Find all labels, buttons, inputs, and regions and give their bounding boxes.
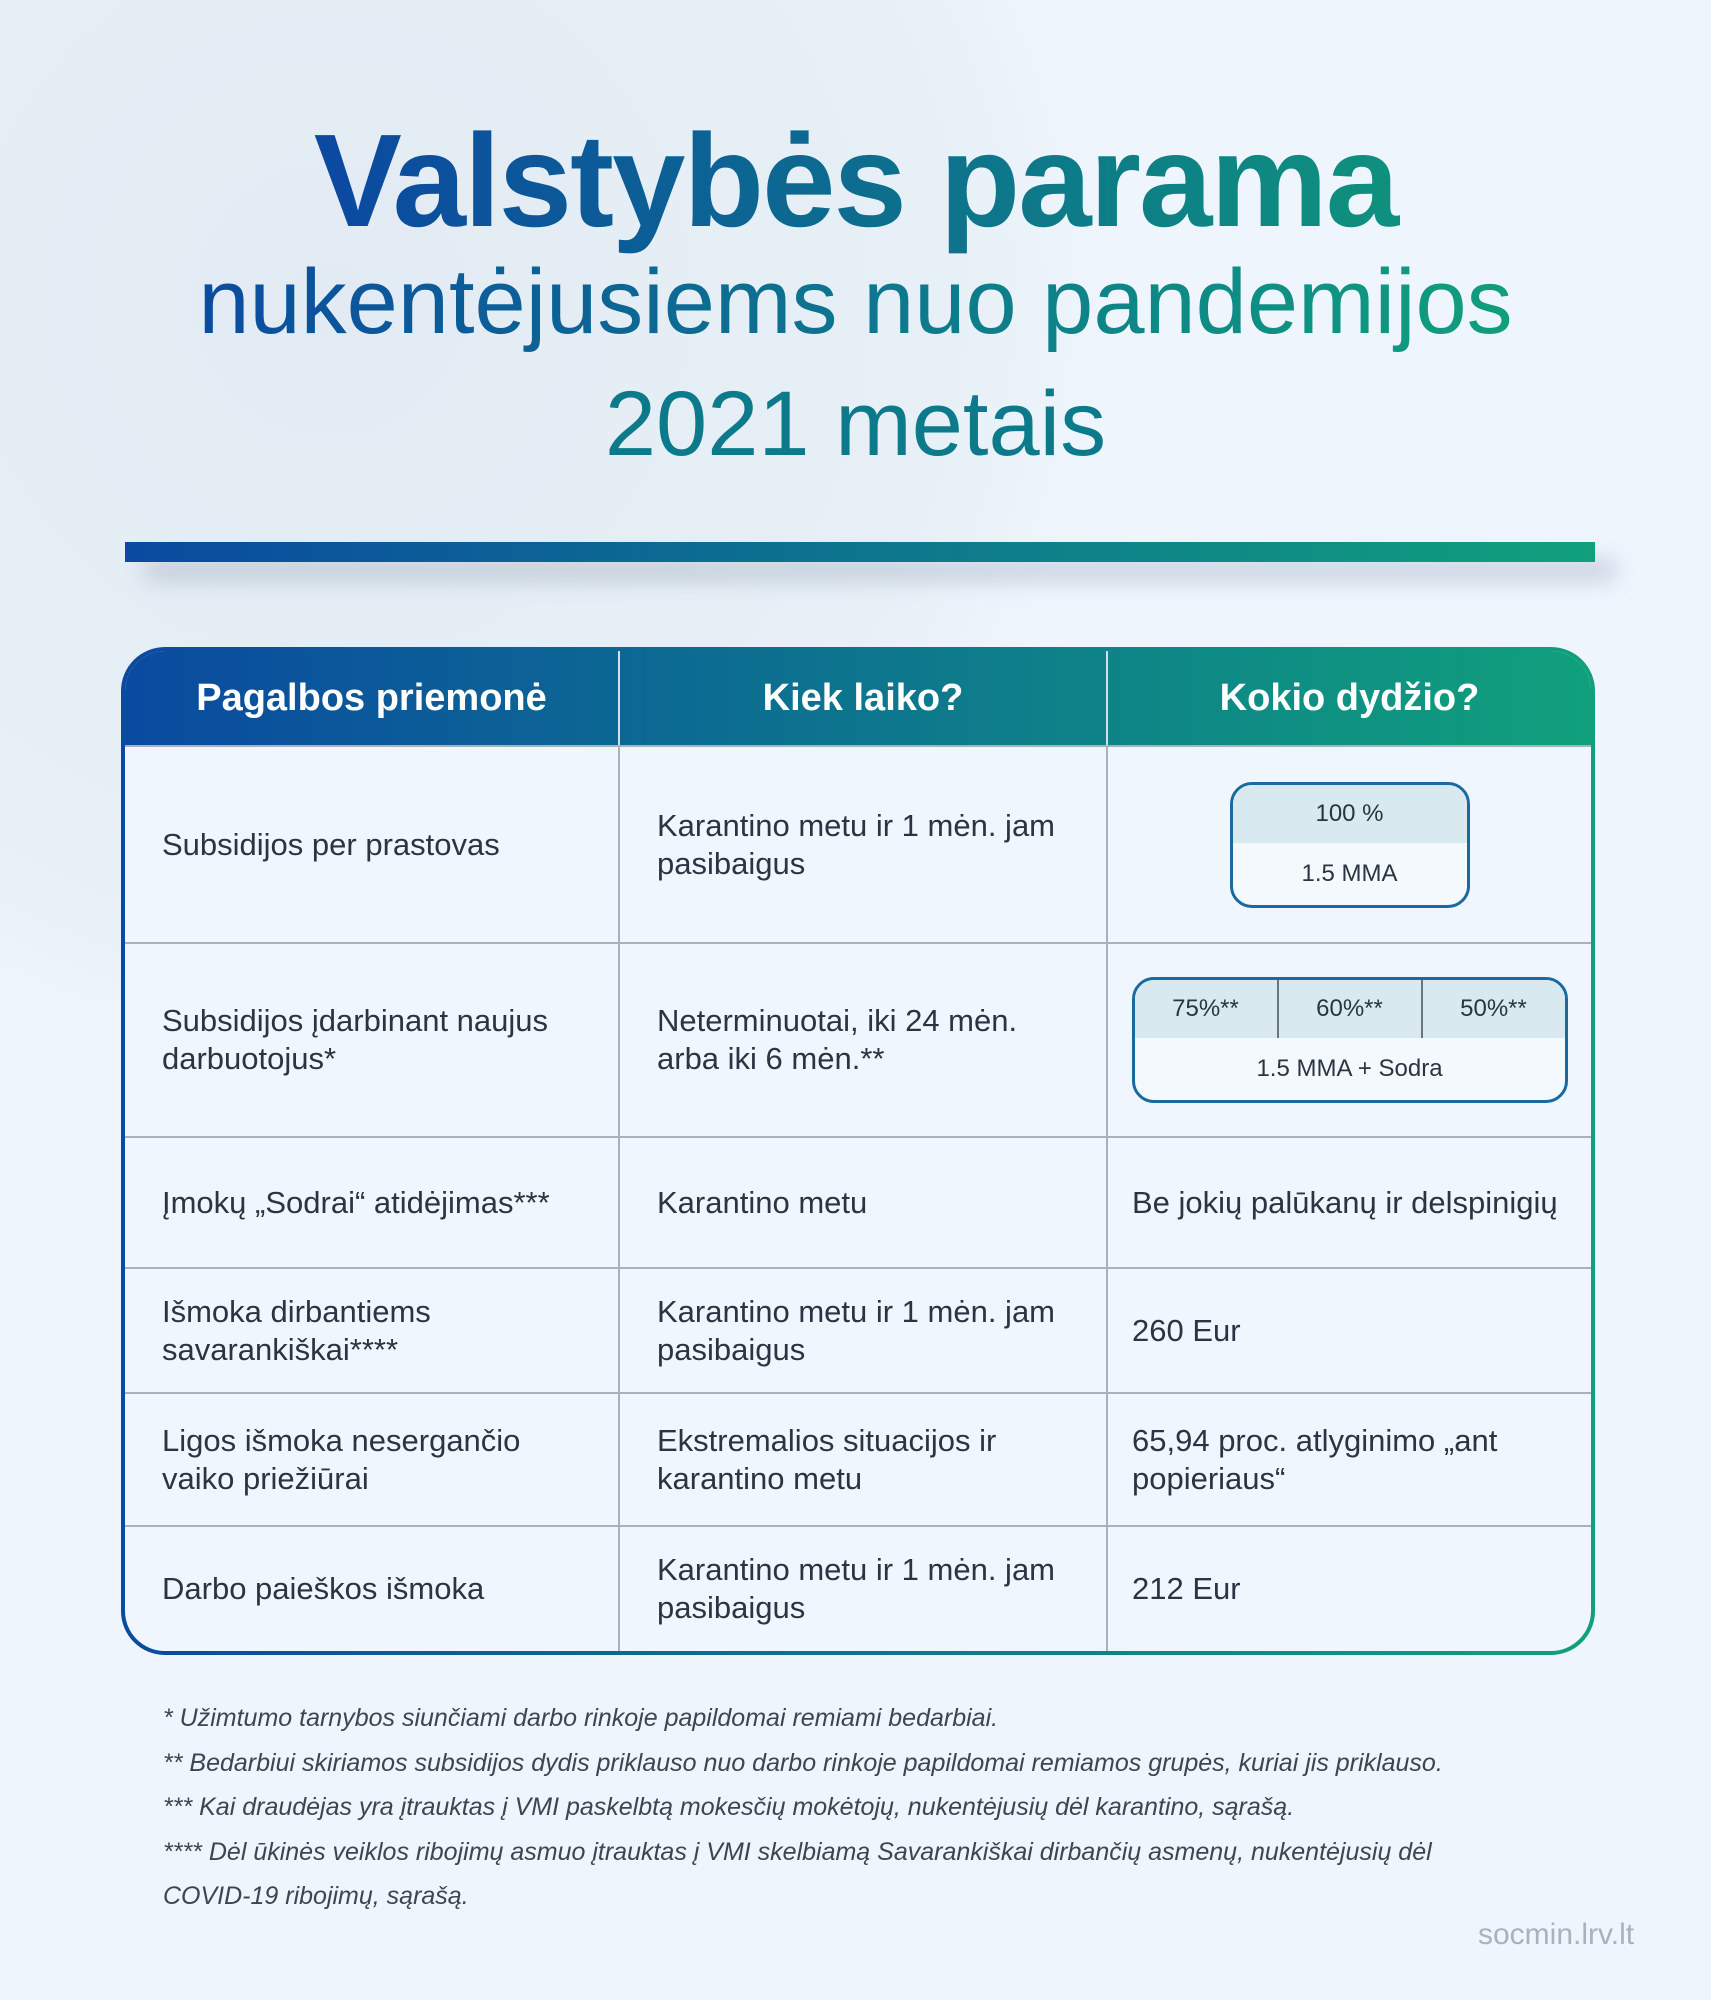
header-amount: Kokio dydžio? [1219,676,1480,719]
source-label: socmin.lrv.lt [1478,1918,1635,1951]
amount-percent: 60%** [1279,980,1423,1038]
footnote: * Užimtumo tarnybos siunčiami darbo rink… [163,1704,999,1732]
divider-bar [125,542,1595,562]
duration-cell: Karantino metu ir 1 mėn. jam pasibaigus [620,1269,1108,1392]
header-measure: Pagalbos priemonė [125,651,620,745]
footnote: **** Dėl ūkinės veiklos ribojimų asmuo į… [163,1838,1432,1866]
header-duration: Kiek laiko? [620,651,1108,745]
measure-cell: Darbo paieškos išmoka [125,1527,620,1651]
footnote: ** Bedarbiui skiriamos subsidijos dydis … [163,1749,1443,1777]
amount-cell: 212 Eur [1132,1571,1241,1606]
amount-base: 1.5 MMA [1301,859,1398,887]
duration-cell: Karantino metu ir 1 mėn. jam pasibaigus [620,1527,1108,1651]
amount-box: 100 % 1.5 MMA [1229,781,1470,908]
amount-cell: Be jokių palūkanų ir delspinigių [1132,1184,1558,1220]
subtitle-year: 2021 metais [604,373,1107,475]
duration-cell: Karantino metu [620,1138,1108,1267]
table-row: Darbo paieškos išmoka Karantino metu ir … [125,1525,1591,1651]
duration-cell: Neterminuotai, iki 24 mėn. arba iki 6 mė… [620,944,1108,1136]
duration-cell: Ekstremalios situacijos ir karantino met… [620,1394,1108,1525]
table-row: Išmoka dirbantiems savarankiškai**** Kar… [125,1267,1591,1392]
footnote: *** Kai draudėjas yra įtrauktas į VMI pa… [163,1793,1295,1821]
table-row: Ligos išmoka nesergančio vaiko priežiūra… [125,1392,1591,1525]
table-row: Subsidijos per prastovas Karantino metu … [125,745,1591,942]
measure-cell: Subsidijos per prastovas [125,747,620,942]
amount-cell: 100 % 1.5 MMA [1108,747,1591,942]
measure-cell: Įmokų „Sodrai“ atidėjimas*** [125,1138,620,1267]
subtitle: nukentėjusiems nuo pandemijos [0,250,1711,355]
measure-cell: Subsidijos įdarbinant naujus darbuotojus… [125,944,620,1136]
table-header: Pagalbos priemonė Kiek laiko? Kokio dydž… [125,651,1591,745]
amount-cell: 75%** 60%** 50%** 1.5 MMA + Sodra [1108,944,1591,1136]
amount-base: 1.5 MMA + Sodra [1256,1055,1443,1082]
table-row: Įmokų „Sodrai“ atidėjimas*** Karantino m… [125,1136,1591,1267]
duration-cell: Karantino metu ir 1 mėn. jam pasibaigus [620,747,1108,942]
amount-cell: 65,94 proc. atlyginimo „ant popieriaus“ [1132,1422,1498,1496]
footnote: COVID-19 ribojimų, sąrašą. [163,1882,469,1910]
amount-percent: 100 % [1315,799,1384,827]
measure-cell: Ligos išmoka nesergančio vaiko priežiūra… [125,1394,620,1525]
support-table: Pagalbos priemonė Kiek laiko? Kokio dydž… [121,647,1595,1655]
measure-cell: Išmoka dirbantiems savarankiškai**** [125,1269,620,1392]
amount-box: 75%** 60%** 50%** 1.5 MMA + Sodra [1131,977,1568,1103]
amount-cell: 260 Eur [1132,1312,1241,1348]
table-row: Subsidijos įdarbinant naujus darbuotojus… [125,942,1591,1136]
amount-percent: 50%** [1460,995,1527,1022]
title: Valstybės parama [0,105,1711,256]
amount-percent: 75%** [1135,980,1279,1038]
